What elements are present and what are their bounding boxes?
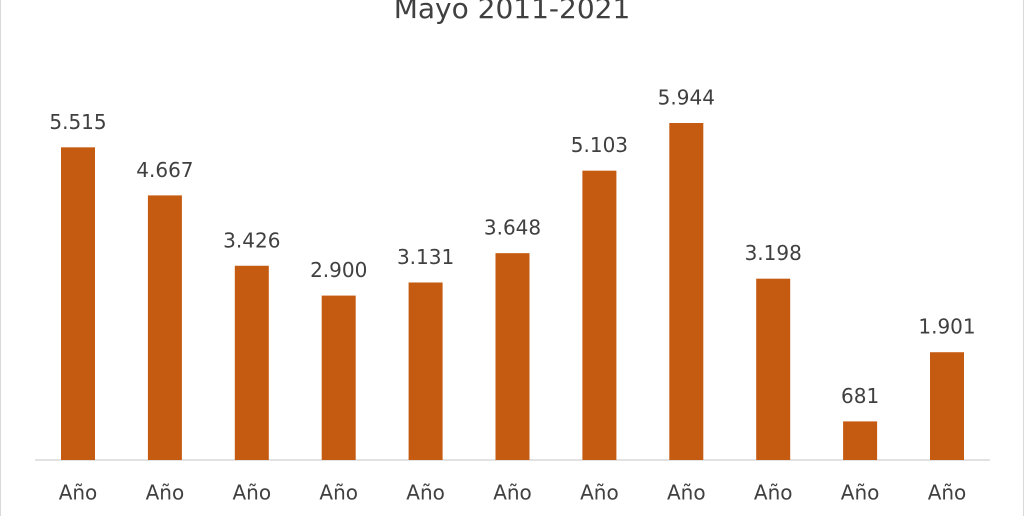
value-label: 3.426: [223, 228, 280, 252]
x-tick-label: Año: [233, 481, 272, 505]
bar: [234, 265, 269, 460]
x-tick-label: Año: [59, 481, 98, 505]
x-tick-label: Año: [406, 481, 445, 505]
x-tick-label: Año: [667, 481, 706, 505]
bar: [147, 195, 182, 460]
bar: [843, 421, 878, 460]
value-label: 2.900: [310, 258, 367, 282]
value-label: 3.648: [484, 216, 541, 240]
bar: [756, 278, 791, 460]
x-tick-label: Año: [146, 481, 185, 505]
x-tick-label: Año: [754, 481, 793, 505]
x-tick-label: Año: [319, 481, 358, 505]
x-tick-label: Año: [928, 481, 967, 505]
value-label: 4.667: [136, 158, 193, 182]
bar: [930, 352, 964, 460]
bar: [408, 282, 443, 460]
bar: [321, 295, 356, 460]
value-label: 3.131: [397, 245, 454, 269]
value-label: 5.515: [49, 110, 106, 134]
value-label: 1.901: [918, 315, 975, 339]
value-label: 3.198: [745, 241, 802, 265]
value-label: 5.103: [571, 133, 628, 157]
bar: [495, 253, 530, 460]
bar: [582, 170, 617, 460]
bar: [669, 123, 704, 460]
x-tick-label: Año: [841, 481, 880, 505]
value-label: 5.944: [658, 86, 715, 110]
x-tick-label: Año: [493, 481, 532, 505]
x-tick-label: Año: [580, 481, 619, 505]
bar: [61, 147, 95, 460]
chart-title: Mayo 2011-2021: [394, 0, 631, 25]
value-label: 681: [841, 384, 879, 408]
